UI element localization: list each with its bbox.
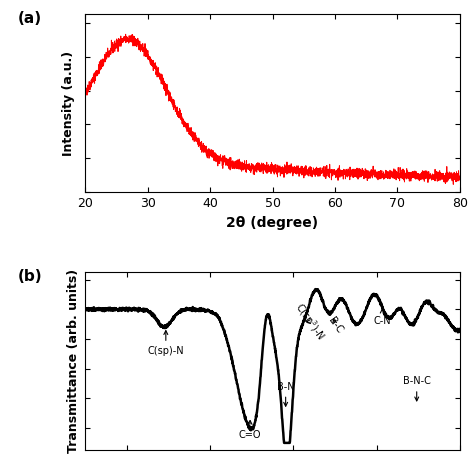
Text: (a): (a) <box>18 10 42 26</box>
Text: C(sp$^3$)-N: C(sp$^3$)-N <box>292 300 328 344</box>
Y-axis label: Intensity (a.u.): Intensity (a.u.) <box>62 51 75 156</box>
Text: B-N-C: B-N-C <box>403 376 431 401</box>
Y-axis label: Transmittance (arb. units): Transmittance (arb. units) <box>67 269 80 453</box>
Text: (b): (b) <box>18 269 43 284</box>
X-axis label: 2θ (degree): 2θ (degree) <box>227 216 319 229</box>
Text: B-N: B-N <box>277 382 294 406</box>
Text: B-C: B-C <box>327 315 345 335</box>
Text: C(sp)-N: C(sp)-N <box>147 330 184 356</box>
Text: C-N: C-N <box>374 309 391 326</box>
Text: C=O: C=O <box>239 420 261 439</box>
